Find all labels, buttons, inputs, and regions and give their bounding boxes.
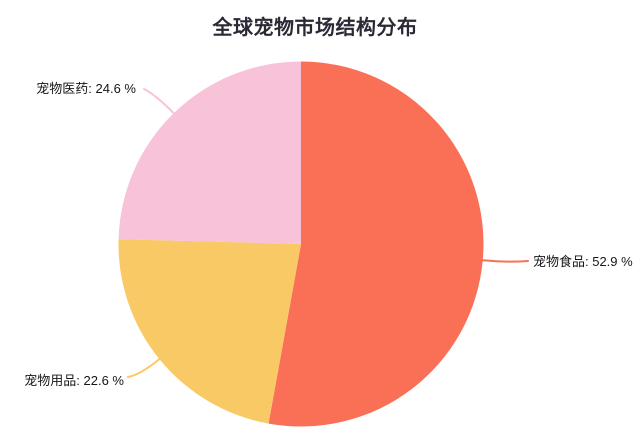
pie-slice-pet-medicine[interactable] xyxy=(118,61,301,245)
chart-title: 全球宠物市场结构分布 xyxy=(212,17,418,39)
slice-label-pet-supplies: 宠物用品: 22.6 % xyxy=(24,373,124,388)
leader-line-pet-supplies xyxy=(127,358,161,378)
slice-label-pet-food: 宠物食品: 52.9 % xyxy=(533,254,633,269)
slice-label-pet-medicine: 宠物医药: 24.6 % xyxy=(36,81,136,96)
leader-line-pet-food xyxy=(481,259,529,263)
leader-line-pet-medicine xyxy=(143,88,175,115)
pie-slice-pet-supplies[interactable] xyxy=(118,239,301,424)
pie-slice-pet-food[interactable] xyxy=(268,61,484,427)
